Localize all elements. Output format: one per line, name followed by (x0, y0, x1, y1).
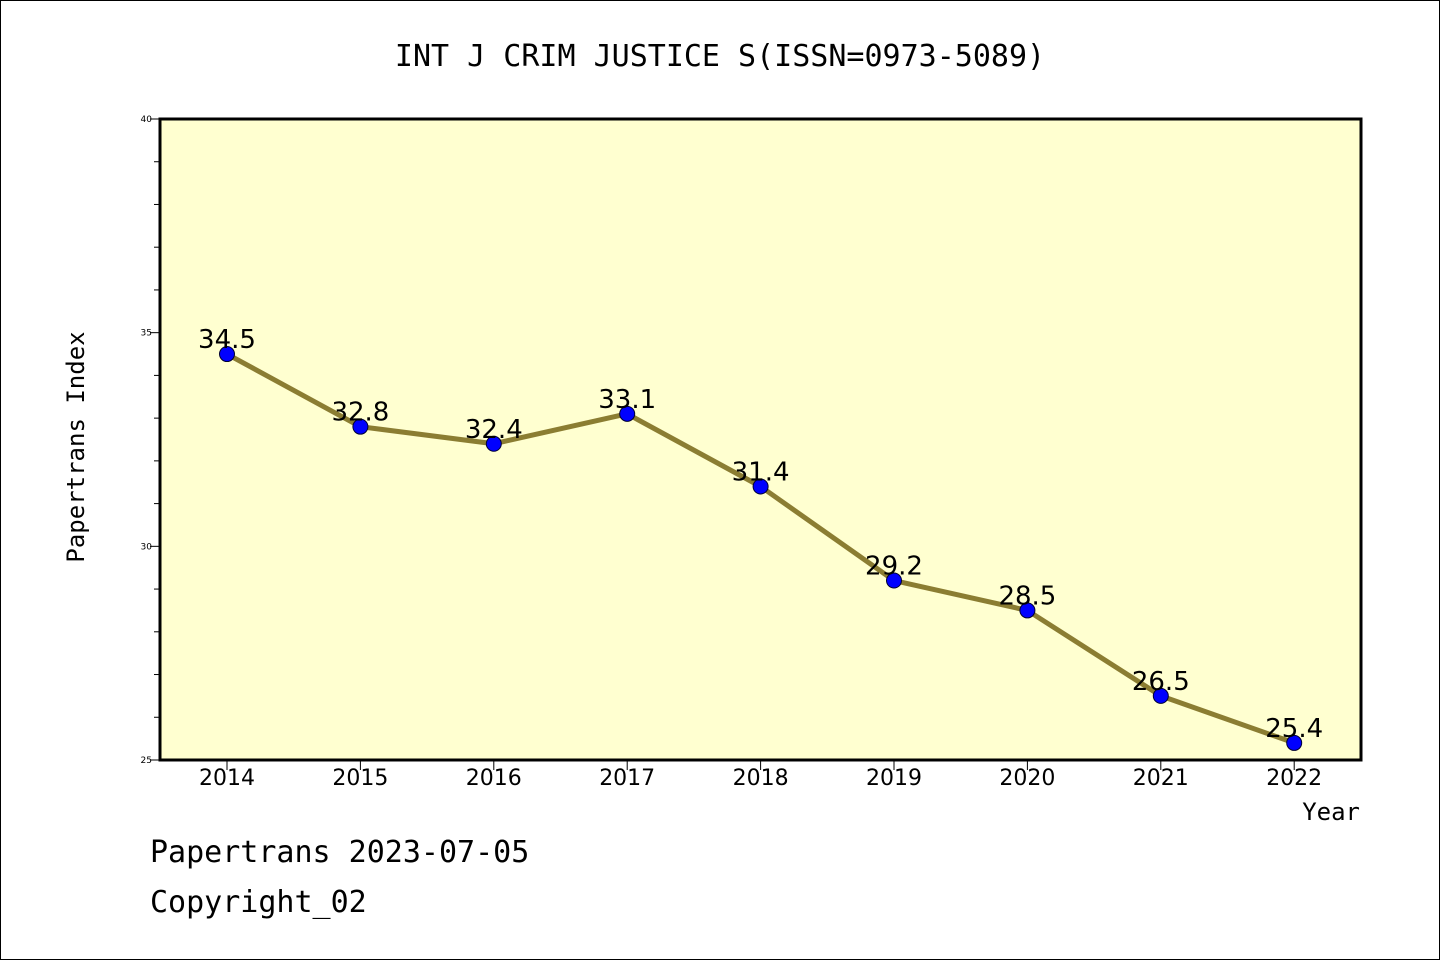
y-tick-label-30: 30 (141, 542, 153, 552)
data-point-2020 (1019, 602, 1036, 619)
plot-area (158, 117, 1363, 762)
x-tick-label-2016: 2016 (466, 766, 522, 791)
x-tick-label-2021: 2021 (1133, 766, 1189, 791)
data-label-2017: 33.1 (598, 385, 656, 415)
data-point-2017 (619, 405, 636, 422)
data-label-2021: 26.5 (1132, 667, 1190, 697)
y-tick-label-40: 40 (141, 115, 153, 125)
data-label-2020: 28.5 (998, 581, 1056, 611)
x-tick-label-2015: 2015 (332, 766, 388, 791)
data-point-2019 (886, 572, 902, 589)
data-label-2014: 34.5 (198, 325, 256, 355)
data-label-2016: 32.4 (465, 415, 523, 445)
chart-title: INT J CRIM JUSTICE S(ISSN=0973-5089) (395, 39, 1045, 74)
x-tick-label-2018: 2018 (733, 766, 789, 791)
data-label-2015: 32.8 (331, 398, 389, 428)
y-axis-title: Papertrans Index (62, 331, 90, 562)
data-label-2022: 25.4 (1265, 714, 1323, 744)
x-tick-label-2017: 2017 (599, 766, 655, 791)
footer-copyright: Copyright_02 (150, 885, 367, 920)
x-axis: 2014 2015 2016 2017 2018 2019 2020 2021 2022 (199, 760, 1322, 791)
footer-date: Papertrans 2023-07-05 (150, 835, 530, 870)
x-tick-label-2014: 2014 (199, 766, 255, 791)
x-axis-title: Year (1302, 798, 1360, 826)
data-point-2014 (219, 346, 235, 363)
x-tick-label-2022: 2022 (1266, 766, 1322, 791)
y-tick-label-35: 35 (141, 329, 152, 339)
data-point-2022 (1286, 734, 1303, 751)
series-layer: 34.5 32.8 32.4 33.1 31.4 29.2 28.5 26.5 25.4 (198, 325, 1323, 751)
data-label-2019: 29.2 (865, 552, 923, 582)
data-point-2016 (485, 435, 502, 452)
data-point-2015 (352, 418, 369, 435)
y-axis: 25 30 35 40 (141, 115, 160, 766)
data-point-2021 (1152, 687, 1169, 704)
y-tick-label-25: 25 (141, 756, 152, 766)
x-tick-label-2019: 2019 (866, 766, 922, 791)
data-label-2018: 31.4 (732, 458, 790, 488)
data-point-2018 (752, 478, 769, 495)
x-tick-label-2020: 2020 (999, 766, 1055, 791)
